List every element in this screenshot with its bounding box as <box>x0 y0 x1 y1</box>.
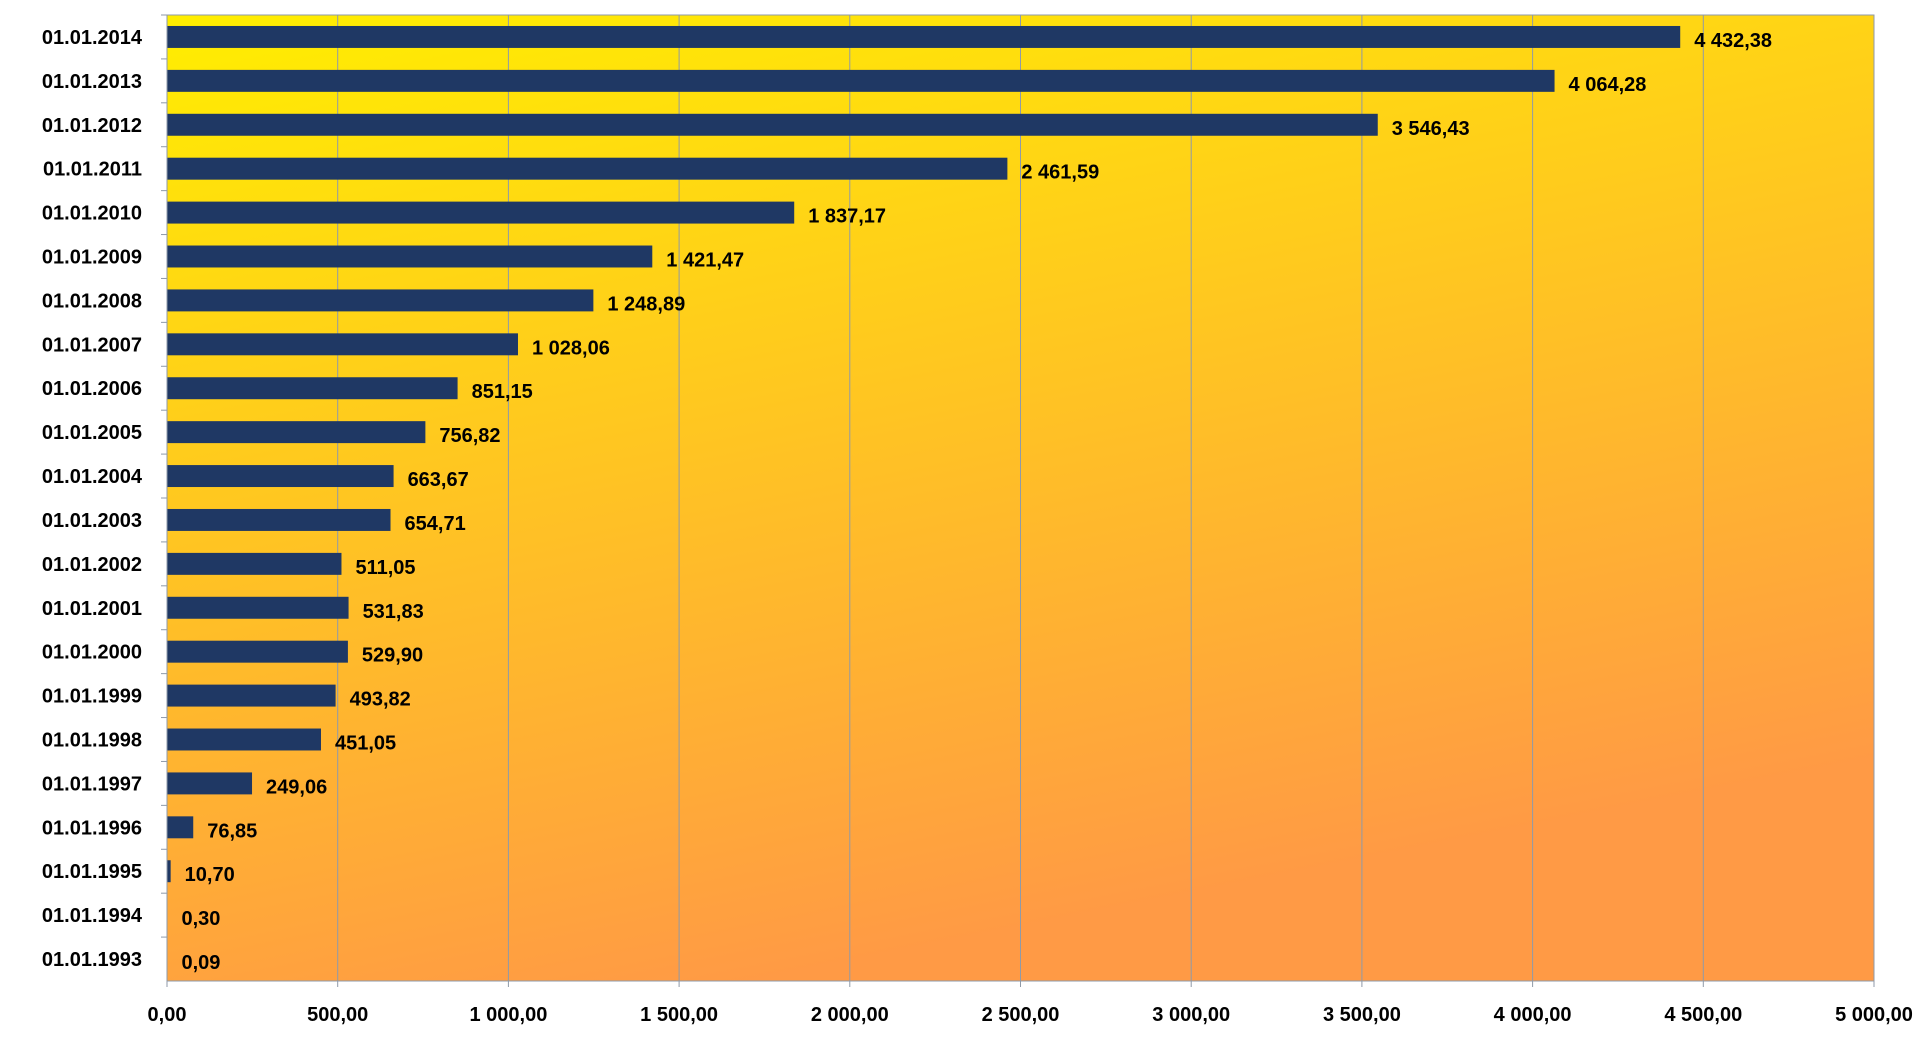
y-tick-label: 01.01.1994 <box>42 905 143 927</box>
bar <box>167 640 348 663</box>
bars <box>167 25 1681 971</box>
y-tick-label: 01.01.2000 <box>42 642 142 664</box>
y-tick-label: 01.01.2001 <box>42 598 142 620</box>
bar <box>167 508 391 531</box>
y-tick-label: 01.01.1998 <box>42 730 142 752</box>
y-tick-label: 01.01.2005 <box>42 422 142 444</box>
data-label: 0,09 <box>182 952 221 974</box>
y-tick-label: 01.01.1993 <box>42 949 142 971</box>
bar <box>167 245 653 268</box>
data-label: 76,85 <box>207 820 257 842</box>
data-label: 511,05 <box>355 557 415 579</box>
bar <box>167 772 253 795</box>
y-tick-label: 01.01.1999 <box>42 686 142 708</box>
bar <box>167 157 1008 180</box>
x-tick-label: 2 500,00 <box>982 1004 1060 1026</box>
bar <box>167 289 594 312</box>
bar <box>167 552 342 575</box>
data-label: 4 064,28 <box>1569 74 1647 96</box>
x-tick-label: 5 000,00 <box>1835 1004 1913 1026</box>
y-tick-label: 01.01.2009 <box>42 247 142 269</box>
data-label: 654,71 <box>405 513 466 535</box>
x-tick-label: 500,00 <box>307 1004 368 1026</box>
data-label: 4 432,38 <box>1694 30 1772 52</box>
y-tick-label: 01.01.2010 <box>42 203 142 225</box>
y-tick-label: 01.01.2002 <box>42 554 142 576</box>
x-tick-label: 1 000,00 <box>469 1004 547 1026</box>
x-tick-label: 1 500,00 <box>640 1004 718 1026</box>
y-tick-label: 01.01.2011 <box>43 159 142 181</box>
bar <box>167 596 349 619</box>
data-labels: 4 432,38 4 064,28 3 546,43 2 461,59 1 837,17… <box>182 30 1773 974</box>
x-tick-label: 4 000,00 <box>1494 1004 1572 1026</box>
y-tick-label: 01.01.2013 <box>42 71 142 93</box>
x-tick-label: 2 000,00 <box>811 1004 889 1026</box>
y-tick-label: 01.01.2003 <box>42 510 142 532</box>
x-tick-label: 4 500,00 <box>1664 1004 1742 1026</box>
data-label: 663,67 <box>408 469 469 491</box>
data-label: 3 546,43 <box>1392 118 1470 140</box>
y-axis-labels: 01.01.2014 01.01.2013 01.01.2012 01.01.2011… <box>42 27 143 971</box>
data-label: 10,70 <box>185 864 235 886</box>
data-label: 851,15 <box>472 381 533 403</box>
bar <box>167 377 458 400</box>
data-label: 2 461,59 <box>1021 162 1099 184</box>
bar <box>167 860 171 883</box>
data-label: 1 421,47 <box>666 250 744 272</box>
bar <box>167 201 795 224</box>
y-tick-label: 01.01.2008 <box>42 290 142 312</box>
x-tick-label: 3 000,00 <box>1152 1004 1230 1026</box>
bar <box>167 684 336 707</box>
y-tick-label: 01.01.1997 <box>42 773 142 795</box>
x-axis-labels: 0,00 500,00 1 000,00 1 500,00 2 000,00 2 500,… <box>148 1004 1913 1026</box>
y-tick-label: 01.01.1996 <box>42 817 142 839</box>
bar <box>167 25 1681 48</box>
data-label: 529,90 <box>362 645 423 667</box>
bar <box>167 421 426 444</box>
data-label: 1 837,17 <box>808 206 886 228</box>
data-label: 531,83 <box>363 601 424 623</box>
x-tick-label: 0,00 <box>148 1004 187 1026</box>
y-tick-label: 01.01.2006 <box>42 378 142 400</box>
data-label: 0,30 <box>182 908 221 930</box>
bar <box>167 333 518 356</box>
data-label: 1 248,89 <box>607 293 685 315</box>
data-label: 451,05 <box>335 733 396 755</box>
bar <box>167 728 321 751</box>
bar <box>167 113 1378 136</box>
data-label: 756,82 <box>439 425 500 447</box>
y-tick-label: 01.01.2012 <box>42 115 142 137</box>
y-tick-label: 01.01.1995 <box>42 861 142 883</box>
y-tick-label: 01.01.2004 <box>42 466 143 488</box>
bar <box>167 816 194 839</box>
data-label: 1 028,06 <box>532 337 610 359</box>
bar <box>167 465 394 488</box>
y-tick-label: 01.01.2007 <box>42 334 142 356</box>
x-tick-label: 3 500,00 <box>1323 1004 1401 1026</box>
bar <box>167 69 1555 92</box>
y-tick-label: 01.01.2014 <box>42 27 143 49</box>
data-label: 249,06 <box>266 776 327 798</box>
data-label: 493,82 <box>350 689 411 711</box>
